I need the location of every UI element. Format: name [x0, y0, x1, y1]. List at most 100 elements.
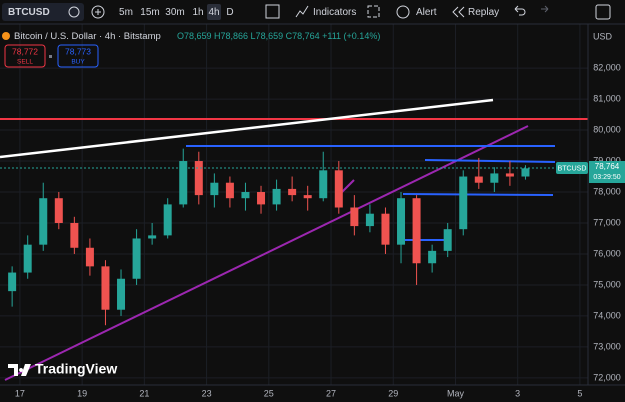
y-tick-label: 75,000	[593, 279, 621, 289]
candle-body	[148, 235, 157, 239]
symbol-tag-text: BTCUSD	[558, 165, 587, 172]
y-tick-label: 81,000	[593, 93, 621, 103]
x-tick-label: 19	[77, 388, 87, 398]
candle-body	[39, 198, 48, 245]
currency[interactable]: USD	[593, 31, 613, 41]
compare-icon	[68, 6, 80, 18]
price-tag-text: 78,764	[595, 162, 620, 171]
interval[interactable]: D	[226, 7, 233, 18]
candle-body	[210, 182, 219, 196]
legend-title: Bitcoin / U.S. Dollar · 4h · Bitstamp	[14, 31, 161, 42]
candle-body	[459, 176, 468, 230]
sell-box	[4, 44, 46, 68]
indicators-icon	[295, 5, 309, 18]
legend-ohlc: O78,659 H78,866 L78,659 C78,764 +111 (+0…	[177, 31, 380, 41]
candle-body	[101, 266, 110, 310]
sell-price: 78,772	[12, 46, 38, 56]
candle-body	[490, 173, 499, 183]
x-tick-label: 21	[139, 388, 149, 398]
logo[interactable]: TradingView	[8, 361, 117, 377]
y-tick-label: 76,000	[593, 248, 621, 258]
candle-body	[381, 213, 390, 245]
undo-icon[interactable]	[514, 5, 526, 16]
logo-icon	[8, 364, 31, 376]
y-tick-label: 79,000	[593, 155, 621, 165]
candles	[8, 148, 530, 326]
candle-body	[179, 161, 188, 205]
candle-body	[70, 222, 79, 248]
candle-body	[272, 188, 281, 205]
candle-body	[241, 192, 250, 199]
spread-dot	[49, 55, 52, 58]
y-tick-label: 74,000	[593, 310, 621, 320]
candle-body	[505, 173, 514, 177]
replay[interactable]: Replay	[468, 7, 499, 18]
trend-line	[0, 98, 494, 159]
candle-body	[132, 238, 141, 279]
layouts-icon[interactable]	[367, 5, 380, 18]
candle-body	[85, 247, 94, 267]
buy-label: BUY	[71, 59, 85, 66]
candle-body	[8, 272, 17, 292]
candle-body	[163, 204, 172, 236]
countdown: 03:29:50	[593, 174, 620, 181]
level-line	[402, 193, 554, 196]
candle-body	[288, 188, 297, 196]
axis-labels: 72,000 73,000 74,000 75,000 76,000 77,000 78,0…	[15, 62, 621, 398]
y-tick-label: 80,000	[593, 124, 621, 134]
x-tick-label: 3	[515, 388, 520, 398]
buy-button[interactable]: 78,773 BUY	[57, 44, 99, 68]
candle-body	[257, 192, 266, 205]
candle-body	[521, 168, 530, 177]
sell-button[interactable]: 78,772 SELL	[4, 44, 46, 68]
candle-body	[334, 170, 343, 208]
candle-body	[23, 244, 32, 273]
alert[interactable]: Alert	[416, 7, 437, 18]
y-tick-label: 73,000	[593, 341, 621, 351]
candle-body	[350, 207, 359, 227]
candle-body	[474, 176, 483, 183]
x-tick-label: 5	[577, 388, 582, 398]
interval[interactable]: 1h	[192, 7, 203, 18]
add-icon[interactable]	[91, 5, 105, 19]
candle-body	[225, 182, 234, 199]
logo-text: TradingView	[35, 361, 117, 377]
symbol-search[interactable]	[2, 3, 84, 21]
x-tick-label: 29	[388, 388, 398, 398]
chart-type-icon[interactable]	[265, 4, 280, 19]
candle-body	[319, 170, 328, 199]
replay-icon	[452, 6, 465, 18]
buy-price: 78,773	[65, 46, 91, 56]
y-tick-label: 78,000	[593, 186, 621, 196]
add-plus	[95, 9, 101, 15]
y-tick-label: 77,000	[593, 217, 621, 227]
x-tick-label: 25	[264, 388, 274, 398]
interval[interactable]: 15m	[140, 7, 159, 18]
interval-active	[207, 4, 221, 20]
interval[interactable]: 4h	[208, 7, 219, 18]
redo-icon[interactable]	[541, 5, 549, 13]
indicators[interactable]: Indicators	[313, 7, 356, 18]
symbol-tag	[556, 162, 588, 174]
fullscreen-icon[interactable]	[595, 4, 611, 20]
buy-box	[57, 44, 99, 68]
sell-label: SELL	[17, 59, 33, 66]
coin-icon	[2, 32, 10, 40]
candle-body	[54, 198, 63, 223]
candle-body	[412, 198, 421, 264]
interval[interactable]: 5m	[119, 7, 133, 18]
x-tick-label: 27	[326, 388, 336, 398]
y-tick-label: 72,000	[593, 372, 621, 382]
candle-body	[397, 198, 406, 245]
candle-body	[194, 161, 203, 196]
interval[interactable]: 30m	[165, 7, 184, 18]
candle-body	[428, 250, 437, 264]
candle-body	[117, 278, 126, 310]
intervals: 5m 15m 30m 1h 4h D	[119, 4, 234, 20]
alert-icon	[396, 5, 410, 19]
symbol: BTCUSD	[8, 7, 50, 18]
y-tick-label: 82,000	[593, 62, 621, 72]
x-tick-label: 23	[202, 388, 212, 398]
grid	[0, 24, 588, 385]
